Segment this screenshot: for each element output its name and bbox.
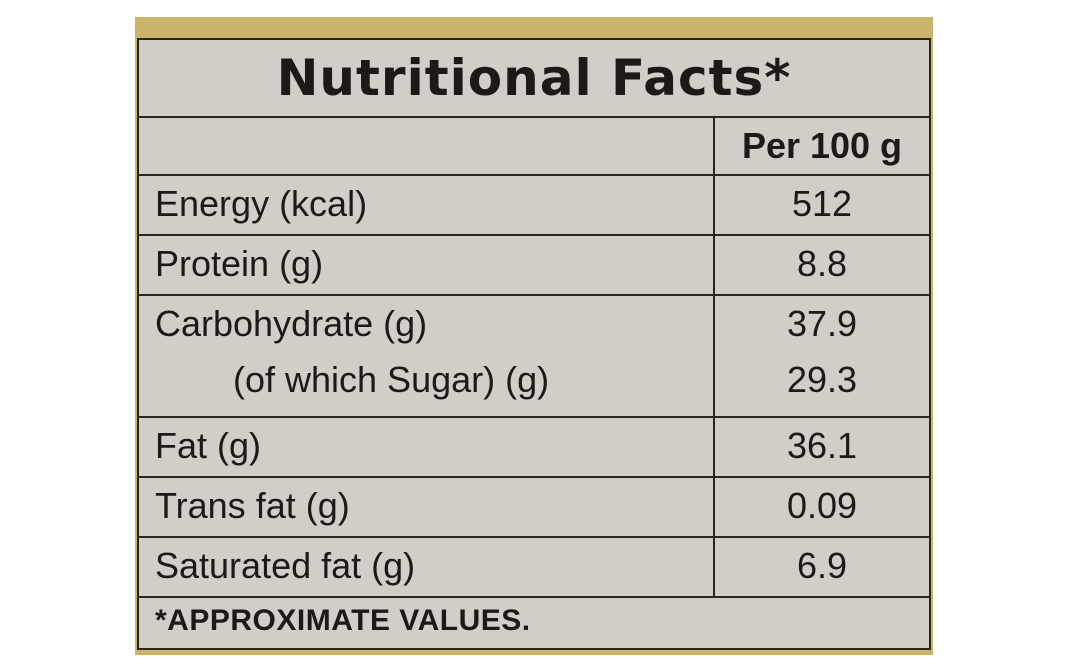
sub-row-label: (of which Sugar) (g) — [233, 359, 550, 400]
nutrition-facts-panel: Nutritional Facts* Per 100 g Energy (kca… — [137, 38, 931, 650]
row-value: 0.09 — [713, 477, 929, 538]
row-label: Energy (kcal) — [139, 175, 714, 236]
nutrition-table: Per 100 g Energy (kcal) 512 Protein (g) … — [139, 118, 929, 598]
table-row-carbohydrate: Carbohydrate (g) (of which Sugar) (g) 37… — [139, 295, 929, 418]
row-value: 37.9 — [786, 303, 858, 344]
row-label: Trans fat (g) — [139, 477, 714, 538]
panel-title: Nutritional Facts* — [139, 40, 929, 118]
table-row-energy: Energy (kcal) 512 — [139, 175, 929, 236]
table-row-fat: Fat (g) 36.1 — [139, 417, 929, 478]
row-label: Fat (g) — [139, 417, 714, 478]
row-value: 8.8 — [713, 235, 929, 296]
row-label: Saturated fat (g) — [139, 537, 714, 598]
row-value: 6.9 — [713, 537, 929, 598]
row-label: Carbohydrate (g) — [155, 303, 428, 344]
row-value-cell: 37.9 29.3 — [713, 295, 929, 418]
table-header-row: Per 100 g — [139, 118, 929, 176]
table-row-protein: Protein (g) 8.8 — [139, 235, 929, 296]
row-value: 512 — [713, 175, 929, 236]
table-row-trans-fat: Trans fat (g) 0.09 — [139, 477, 929, 538]
row-value: 36.1 — [713, 417, 929, 478]
table-row-saturated-fat: Saturated fat (g) 6.9 — [139, 537, 929, 598]
sub-row-value: 29.3 — [786, 359, 858, 400]
footnote: *APPROXIMATE VALUES. — [155, 604, 531, 637]
row-label-cell: Carbohydrate (g) (of which Sugar) (g) — [139, 295, 714, 418]
row-label: Protein (g) — [139, 235, 714, 296]
column-header-per-100g: Per 100 g — [713, 118, 929, 176]
header-blank-cell — [139, 118, 714, 176]
